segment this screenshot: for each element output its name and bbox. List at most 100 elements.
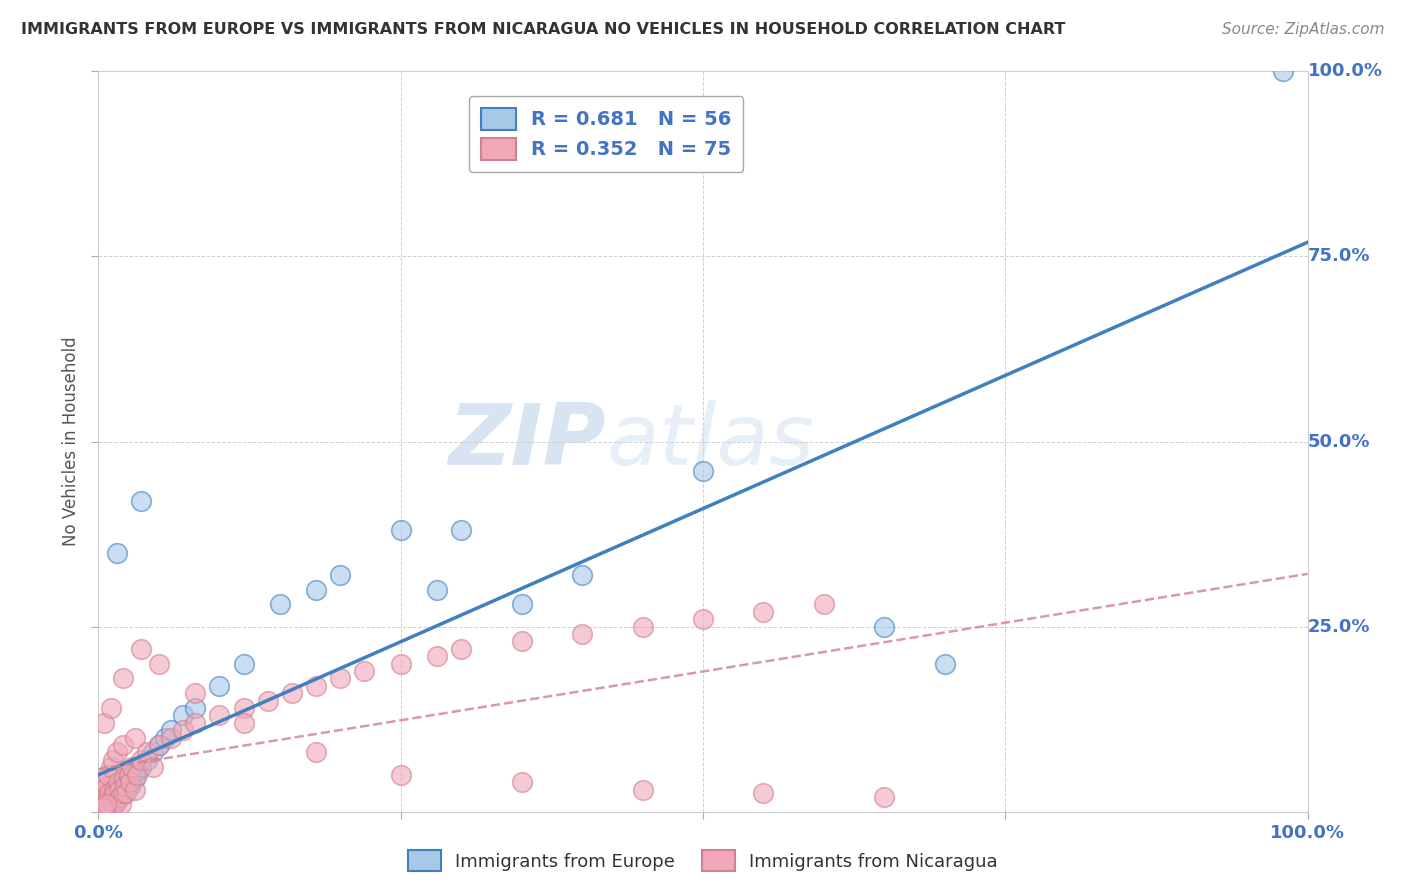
Point [305, 582, 328, 597]
Point [153, 731, 176, 745]
Point [135, 753, 157, 767]
Point [329, 672, 352, 686]
Text: atlas: atlas [606, 400, 814, 483]
Point [108, 782, 131, 797]
Point [160, 723, 183, 738]
Point [121, 767, 143, 781]
Point [91, 794, 114, 808]
Point [100, 789, 122, 804]
Point [105, 779, 128, 793]
Text: IMMIGRANTS FROM EUROPE VS IMMIGRANTS FROM NICARAGUA NO VEHICLES IN HOUSEHOLD COR: IMMIGRANTS FROM EUROPE VS IMMIGRANTS FRO… [21, 22, 1066, 37]
Point [450, 524, 472, 538]
Point [142, 760, 165, 774]
Point [96, 794, 118, 808]
Point [111, 786, 134, 800]
Point [93, 715, 115, 730]
Point [813, 598, 835, 612]
Text: Source: ZipAtlas.com: Source: ZipAtlas.com [1222, 22, 1385, 37]
Point [389, 767, 412, 781]
Point [389, 524, 412, 538]
Point [184, 701, 207, 715]
Point [108, 789, 131, 804]
Point [129, 641, 152, 656]
Point [94, 797, 117, 812]
Point [1272, 64, 1295, 78]
Point [450, 641, 472, 656]
Point [90, 801, 112, 815]
Point [873, 619, 896, 633]
Point [426, 649, 449, 664]
Point [148, 738, 170, 752]
Point [124, 772, 146, 786]
Point [100, 701, 122, 715]
Point [112, 772, 135, 786]
Point [305, 679, 328, 693]
Point [97, 796, 120, 810]
Point [256, 694, 278, 708]
Point [184, 715, 207, 730]
Point [389, 657, 412, 671]
Point [98, 791, 121, 805]
Point [105, 789, 128, 804]
Point [232, 701, 254, 715]
Point [104, 786, 127, 800]
Point [118, 775, 141, 789]
Point [97, 786, 120, 800]
Point [121, 760, 143, 774]
Point [108, 775, 131, 789]
Point [101, 797, 124, 812]
Point [129, 760, 152, 774]
Point [101, 753, 124, 767]
Point [89, 794, 111, 808]
Point [97, 797, 120, 812]
Point [692, 612, 714, 626]
Point [93, 775, 115, 789]
Point [105, 746, 128, 760]
Point [93, 801, 115, 815]
Point [873, 789, 896, 804]
Point [752, 786, 775, 800]
Point [101, 794, 124, 808]
Point [91, 801, 114, 815]
Point [510, 634, 533, 648]
Point [105, 794, 128, 808]
Point [94, 794, 117, 808]
Point [100, 797, 122, 812]
Point [752, 605, 775, 619]
Point [184, 686, 207, 700]
Point [269, 598, 291, 612]
Point [118, 767, 141, 781]
Point [91, 782, 114, 797]
Point [103, 782, 125, 797]
Point [353, 664, 375, 678]
Point [118, 775, 141, 789]
Point [91, 797, 114, 812]
Point [631, 782, 654, 797]
Y-axis label: No Vehicles in Household: No Vehicles in Household [62, 336, 80, 547]
Point [115, 786, 138, 800]
Point [90, 797, 112, 812]
Point [208, 708, 231, 723]
Point [631, 619, 654, 633]
Text: 100.0%: 100.0% [1308, 62, 1382, 80]
Point [93, 797, 115, 812]
Point [100, 760, 122, 774]
Point [104, 797, 127, 812]
Point [172, 723, 194, 738]
Point [208, 679, 231, 693]
Text: ZIP: ZIP [449, 400, 606, 483]
Point [110, 779, 132, 793]
Point [100, 782, 122, 797]
Legend: Immigrants from Europe, Immigrants from Nicaragua: Immigrants from Europe, Immigrants from … [401, 843, 1005, 879]
Point [105, 546, 128, 560]
Point [329, 567, 352, 582]
Point [571, 627, 593, 641]
Point [100, 794, 122, 808]
Point [91, 801, 114, 815]
Point [129, 753, 152, 767]
Point [510, 598, 533, 612]
Point [148, 657, 170, 671]
Point [91, 789, 114, 804]
Point [100, 789, 122, 804]
Point [118, 779, 141, 793]
